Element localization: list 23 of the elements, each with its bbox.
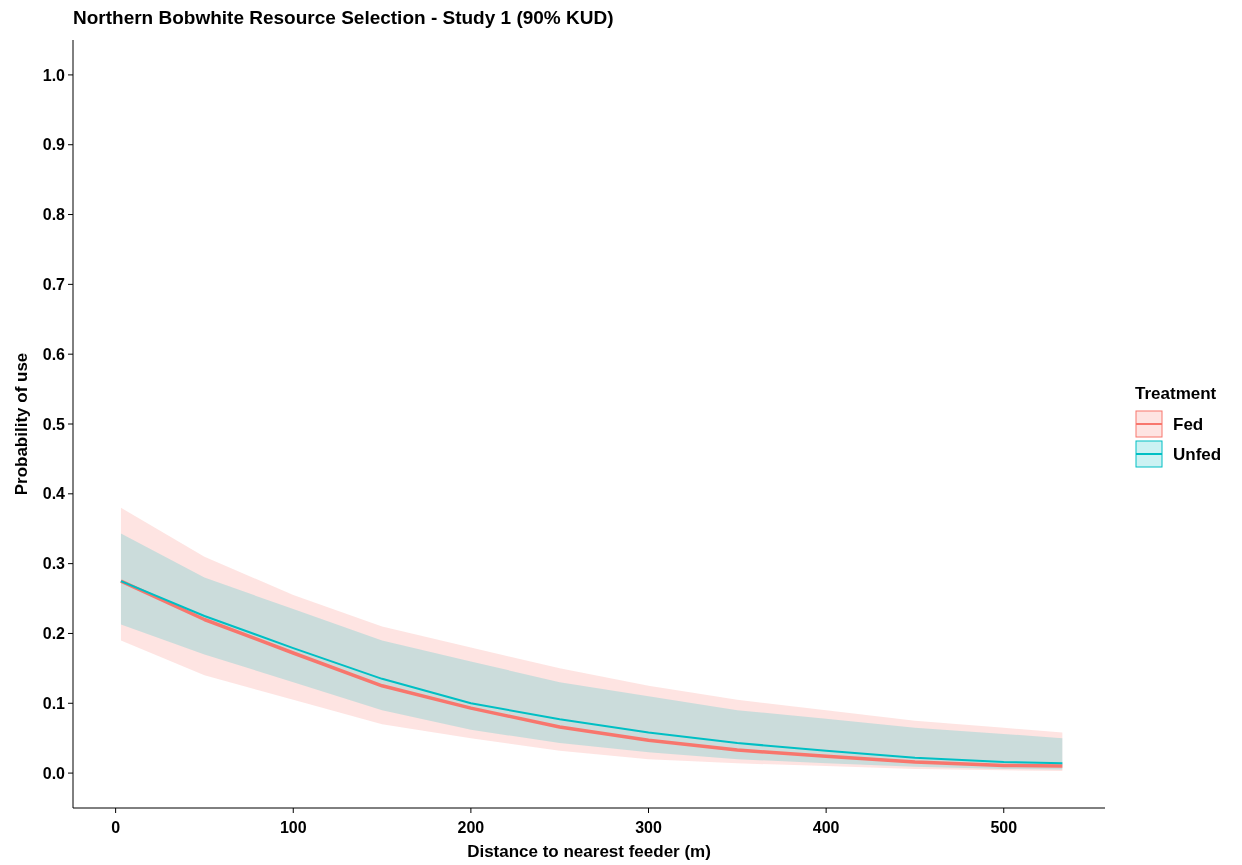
chart-title: Northern Bobwhite Resource Selection - Study 1 (90% KUD) bbox=[73, 7, 614, 28]
y-axis-title: Probability of use bbox=[12, 352, 31, 496]
y-tick-label: 0.5 bbox=[42, 415, 66, 433]
x-tick-label: 100 bbox=[279, 819, 307, 836]
x-tick-label: 400 bbox=[812, 819, 840, 836]
y-tick-label: 0.9 bbox=[42, 136, 66, 154]
y-tick-label: 0.0 bbox=[42, 764, 66, 782]
legend-label: Unfed bbox=[1173, 444, 1222, 464]
y-tick-label: 0.8 bbox=[42, 206, 66, 224]
y-tick-label: 0.1 bbox=[42, 694, 66, 712]
x-tick-label: 500 bbox=[990, 819, 1018, 836]
x-tick-label: 0 bbox=[111, 819, 121, 836]
y-tick-label: 1.0 bbox=[42, 66, 66, 84]
y-tick-label: 0.7 bbox=[42, 275, 66, 293]
legend-label: Fed bbox=[1173, 414, 1204, 434]
y-tick-label: 0.4 bbox=[42, 485, 66, 503]
y-tick-label: 0.2 bbox=[42, 625, 66, 643]
y-tick-label: 0.6 bbox=[42, 345, 66, 363]
legend-title: Treatment bbox=[1135, 384, 1217, 403]
x-axis-title: Distance to nearest feeder (m) bbox=[467, 842, 711, 861]
x-tick-label: 200 bbox=[457, 819, 485, 836]
y-tick-label: 0.3 bbox=[42, 555, 66, 573]
x-tick-label: 300 bbox=[635, 819, 662, 836]
